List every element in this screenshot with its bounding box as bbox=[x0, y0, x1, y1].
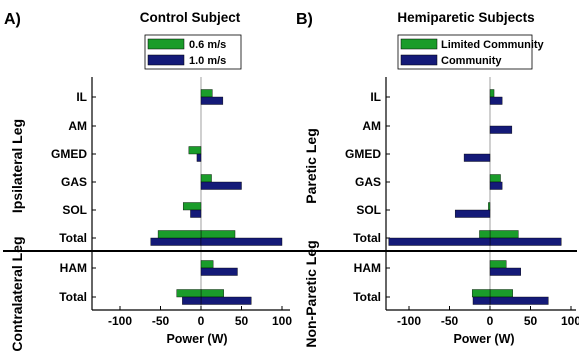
panel-a-bar-s1-3 bbox=[200, 181, 242, 190]
panel-b-category-label-5: Total bbox=[353, 231, 381, 245]
panel-a-bar-ext-s0-5 bbox=[157, 230, 202, 239]
panel-b-bar-s1-7 bbox=[489, 296, 549, 305]
panel-a-bar-s1-5 bbox=[150, 237, 202, 246]
legend-b-label-0: Limited Community bbox=[441, 39, 545, 51]
panel-b-bar-s0-7 bbox=[489, 289, 513, 298]
panel-b-xtick-label-1: -50 bbox=[441, 314, 459, 328]
panel-a-category-label-7: Total bbox=[59, 290, 87, 304]
panel-b-bar-ext-s1-7 bbox=[472, 296, 491, 305]
legend-b-label-1: Community bbox=[441, 55, 502, 67]
panel-a-bar-s0-2 bbox=[188, 146, 202, 155]
panel-b-category-label-1: AM bbox=[362, 119, 381, 133]
panel-b-bar-s1-6 bbox=[489, 267, 521, 276]
group-label-a-1: Contralateral Leg bbox=[9, 236, 25, 351]
panel-a-bar-s0-7 bbox=[200, 289, 224, 298]
panel-a-bar-ext-s1-7 bbox=[182, 296, 202, 305]
panel-a-category-label-2: GMED bbox=[51, 147, 87, 161]
panel-a-bar-s1-4 bbox=[190, 209, 202, 218]
legend-b-swatch-1 bbox=[400, 54, 438, 66]
panel-b-bar-s0-6 bbox=[489, 260, 507, 269]
panel-b-category-label-7: Total bbox=[353, 290, 381, 304]
panel-b-bar-s1-4 bbox=[454, 209, 491, 218]
panel-a-bar-s0-6 bbox=[200, 260, 214, 269]
panel-b-plot: -100 -50 0 50 100 IL AM GMED GAS SOL Total HAM Total bbox=[345, 77, 579, 328]
panel-b-bar-ext-s1-5 bbox=[388, 237, 491, 246]
panel-a-bar-ext-s1-5 bbox=[200, 237, 283, 246]
panel-b-bar-s1-2 bbox=[463, 153, 491, 162]
panel-b-label: B) bbox=[296, 11, 313, 28]
panel-a-bar-s0-4 bbox=[182, 202, 202, 211]
group-label-b-0: Paretic Leg bbox=[303, 128, 319, 203]
panel-b-category-label-4: SOL bbox=[356, 203, 381, 217]
panel-b-bar-s0-4 bbox=[488, 202, 491, 211]
panel-a-bar-s1-6 bbox=[200, 267, 238, 276]
panel-b-category-label-6: HAM bbox=[354, 261, 381, 275]
panel-a-category-label-3: GAS bbox=[61, 175, 87, 189]
legend-a: 0.6 m/s 1.0 m/s bbox=[144, 34, 242, 70]
panel-a-bar-s1-7 bbox=[200, 296, 252, 305]
panel-b-xtick-label-0: -100 bbox=[397, 314, 421, 328]
panel-b-bar-ext-s0-5 bbox=[479, 230, 491, 239]
panel-a-category-label-4: SOL bbox=[62, 203, 87, 217]
group-label-b-1: Non-Paretic Leg bbox=[303, 240, 319, 347]
panel-a-xlabel: Power (W) bbox=[166, 332, 227, 346]
legend-a-label-0: 0.6 m/s bbox=[189, 39, 226, 51]
panel-a-xtick-label-1: -50 bbox=[152, 314, 170, 328]
panel-a-category-label-6: HAM bbox=[60, 261, 87, 275]
legend-a-label-1: 1.0 m/s bbox=[189, 55, 226, 67]
panel-b-bar-s0-0 bbox=[489, 89, 495, 98]
panel-a-xtick-label-2: 0 bbox=[198, 314, 205, 328]
panel-b-bar-s1-1 bbox=[489, 125, 513, 134]
panel-b-xtick-label-2: 0 bbox=[487, 314, 494, 328]
panel-b-bar-s0-5 bbox=[489, 230, 519, 239]
panel-a-bar-s0-3 bbox=[200, 174, 212, 183]
panel-a-bar-s1-0 bbox=[200, 96, 224, 105]
panel-b-bar-s1-0 bbox=[489, 96, 503, 105]
panel-b-bar-ext-s0-7 bbox=[471, 289, 491, 298]
legend-a-swatch-0 bbox=[147, 38, 185, 50]
panel-a-xtick-label-4: 100 bbox=[272, 314, 292, 328]
panel-b-title: Hemiparetic Subjects bbox=[397, 10, 534, 25]
group-label-a-0: Ipsilateral Leg bbox=[9, 119, 25, 213]
legend-a-swatch-1 bbox=[147, 54, 185, 66]
panel-a-category-label-0: IL bbox=[76, 90, 87, 104]
panel-a-xtick-label-3: 50 bbox=[235, 314, 249, 328]
panel-a-category-label-5: Total bbox=[59, 231, 87, 245]
panel-a-plot: -100 -50 0 50 100 IL AM GMED GAS SOL Total HAM Total bbox=[51, 77, 292, 328]
panel-a-xtick-label-0: -100 bbox=[108, 314, 132, 328]
panel-b-category-label-2: GMED bbox=[345, 147, 381, 161]
panel-a-bar-s0-5 bbox=[200, 230, 236, 239]
panel-b-bar-s1-5 bbox=[489, 237, 562, 246]
panel-a-bar-s1-2 bbox=[196, 153, 202, 162]
panel-a-bar-s0-0 bbox=[200, 89, 213, 98]
panel-b-xlabel: Power (W) bbox=[453, 332, 514, 346]
panel-b-bar-s1-3 bbox=[489, 181, 503, 190]
panel-b-bar-s0-3 bbox=[489, 174, 501, 183]
panel-b-xtick-label-3: 50 bbox=[524, 314, 538, 328]
legend-b-swatch-0 bbox=[400, 38, 438, 50]
panel-a-title: Control Subject bbox=[140, 10, 241, 25]
panel-a-label: A) bbox=[4, 11, 21, 28]
panel-b-category-label-3: GAS bbox=[355, 175, 381, 189]
panel-b-xtick-label-4: 100 bbox=[561, 314, 579, 328]
panel-a-bar-ext-s0-7 bbox=[176, 289, 202, 298]
panel-b-category-label-0: IL bbox=[370, 90, 381, 104]
legend-b: Limited Community Community bbox=[397, 34, 545, 70]
panel-a-category-label-1: AM bbox=[68, 119, 87, 133]
